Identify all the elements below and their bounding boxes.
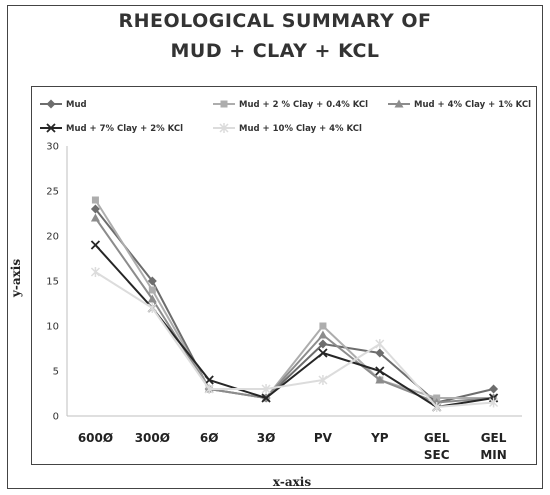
series-line [94, 199, 494, 399]
series-line [94, 217, 494, 404]
legend-marker [219, 123, 229, 133]
data-point [318, 330, 328, 339]
data-point [375, 348, 385, 358]
data-point [261, 393, 271, 403]
y-tick-label: 15 [46, 277, 59, 288]
legend-marker [46, 99, 56, 109]
x-category-label: 3Ø [257, 431, 276, 445]
data-point [432, 402, 442, 412]
x-axis-title: x-axis [273, 475, 311, 489]
legend-item: Mud + 10% Clay + 4% KCl [213, 123, 362, 134]
legend-label: Mud + 7% Clay + 2% KCl [66, 124, 183, 134]
data-point [147, 276, 157, 286]
x-category-label: 600Ø [78, 431, 113, 445]
data-point [318, 348, 328, 358]
legend-label: Mud [66, 100, 87, 110]
data-point [375, 375, 385, 384]
x-category-label: YP [370, 431, 389, 445]
legend-item: Mud + 7% Clay + 2% KCl [40, 123, 183, 134]
data-point [261, 384, 271, 394]
chart-title-line2: MUD + CLAY + KCL [170, 40, 379, 62]
plot-frame [31, 86, 537, 465]
data-point [204, 375, 214, 385]
x-categories: 600Ø 300Ø 6Ø 3Ø PV YP GEL SEC GEL MIN [78, 431, 507, 462]
data-point [147, 303, 157, 313]
series-layer [90, 196, 499, 412]
x-category-label: 300Ø [135, 431, 170, 445]
legend-item: Mud + 4% Clay + 1% KCl [388, 99, 531, 110]
legend-label: Mud + 4% Clay + 1% KCl [414, 100, 531, 110]
series-5 [90, 267, 499, 412]
data-point [489, 384, 499, 394]
legend-item: Mud [40, 99, 87, 110]
data-point [90, 204, 100, 214]
legend-item: Mud + 2 % Clay + 0.4% KCl [213, 100, 368, 110]
y-axis-title: y-axis [9, 259, 23, 298]
data-point [489, 397, 499, 408]
y-tick-label: 25 [46, 187, 59, 198]
chart-title-line1: RHEOLOGICAL SUMMARY OF [118, 10, 431, 32]
series-line [94, 271, 494, 408]
data-point [318, 339, 328, 349]
data-point [318, 375, 328, 385]
data-point [90, 267, 100, 277]
data-point [319, 322, 327, 330]
data-point [375, 366, 385, 376]
data-point [90, 240, 101, 250]
data-point [148, 286, 156, 294]
data-point [90, 213, 100, 222]
legend: Mud Mud + 2 % Clay + 0.4% KCl Mud + 4% Cla… [40, 99, 531, 134]
legend-marker [46, 123, 56, 133]
data-point [375, 339, 385, 349]
y-tick-label: 0 [53, 412, 59, 423]
y-tick-label: 30 [46, 142, 59, 153]
legend-marker [394, 99, 404, 108]
data-point [204, 384, 214, 394]
y-ticks: 0 5 10 15 20 25 30 [46, 142, 59, 423]
data-point [91, 196, 99, 204]
legend-marker [220, 100, 228, 108]
legend-label: Mud + 2 % Clay + 0.4% KCl [239, 100, 368, 110]
legend-label: Mud + 10% Clay + 4% KCl [239, 124, 362, 134]
x-category-label: 6Ø [200, 431, 219, 445]
x-category-label: PV [314, 431, 333, 445]
data-point [147, 294, 157, 303]
x-category-label: GEL MIN [480, 431, 506, 462]
x-category-label: GEL SEC [424, 431, 450, 462]
y-tick-label: 20 [46, 232, 59, 243]
y-tick-label: 5 [53, 367, 59, 378]
y-tick-label: 10 [46, 322, 59, 333]
